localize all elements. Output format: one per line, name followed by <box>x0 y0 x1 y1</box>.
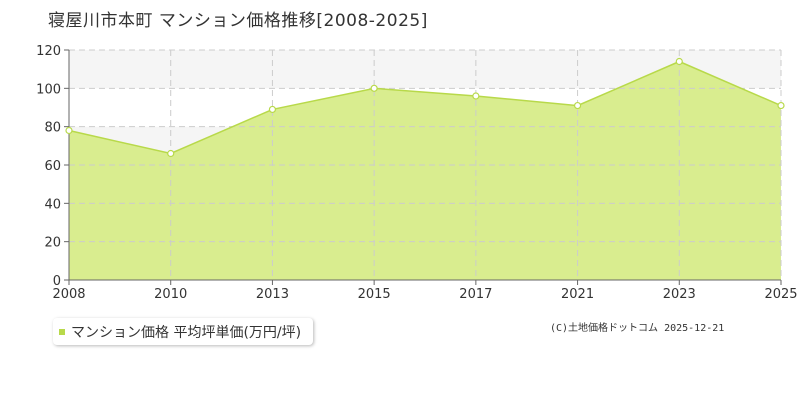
data-point <box>777 101 785 110</box>
y-tick-label: 20 <box>44 236 61 251</box>
x-tick-label: 2021 <box>561 287 594 302</box>
data-point <box>472 92 480 100</box>
y-tick-label: 40 <box>44 197 61 212</box>
data-point <box>167 149 175 158</box>
x-tick-label: 2025 <box>764 287 797 302</box>
series-line <box>68 60 782 155</box>
data-point <box>65 126 73 135</box>
y-tick-label: 0 <box>53 274 61 289</box>
x-tick-label: 2015 <box>358 287 391 302</box>
y-tick-label: 80 <box>44 121 61 136</box>
series-area <box>69 61 781 280</box>
x-tick-label: 2013 <box>256 287 289 302</box>
x-tick-label: 2010 <box>154 287 187 302</box>
data-point <box>573 101 582 110</box>
y-tick-label: 120 <box>36 44 61 59</box>
data-point <box>370 84 378 92</box>
x-tick-label: 2008 <box>52 287 85 302</box>
data-point <box>675 57 683 66</box>
x-tick-labels: 2008 2010 2013 2015 2017 2021 2023 2025 <box>52 287 797 302</box>
y-tick-labels: 0 20 40 60 80 100 120 <box>36 44 61 289</box>
data-points <box>65 57 785 158</box>
axes <box>64 49 782 285</box>
series-line-layer <box>68 60 782 155</box>
copyright: (C)土地価格ドットコム 2025-12-21 <box>550 323 725 334</box>
legend-label: マンション価格 平均坪単価(万円/坪) <box>71 324 302 341</box>
data-point <box>268 105 277 114</box>
legend-marker <box>59 328 65 335</box>
y-tick-label: 60 <box>44 159 61 174</box>
gridlines <box>69 49 782 280</box>
x-tick-label: 2023 <box>663 287 696 302</box>
y-tick-label: 100 <box>36 82 61 97</box>
chart-title: 寝屋川市本町 マンション価格推移[2008-2025] <box>48 11 428 31</box>
x-tick-label: 2017 <box>459 287 492 302</box>
legend: マンション価格 平均坪単価(万円/坪) <box>53 318 314 345</box>
area-layer <box>69 61 781 280</box>
